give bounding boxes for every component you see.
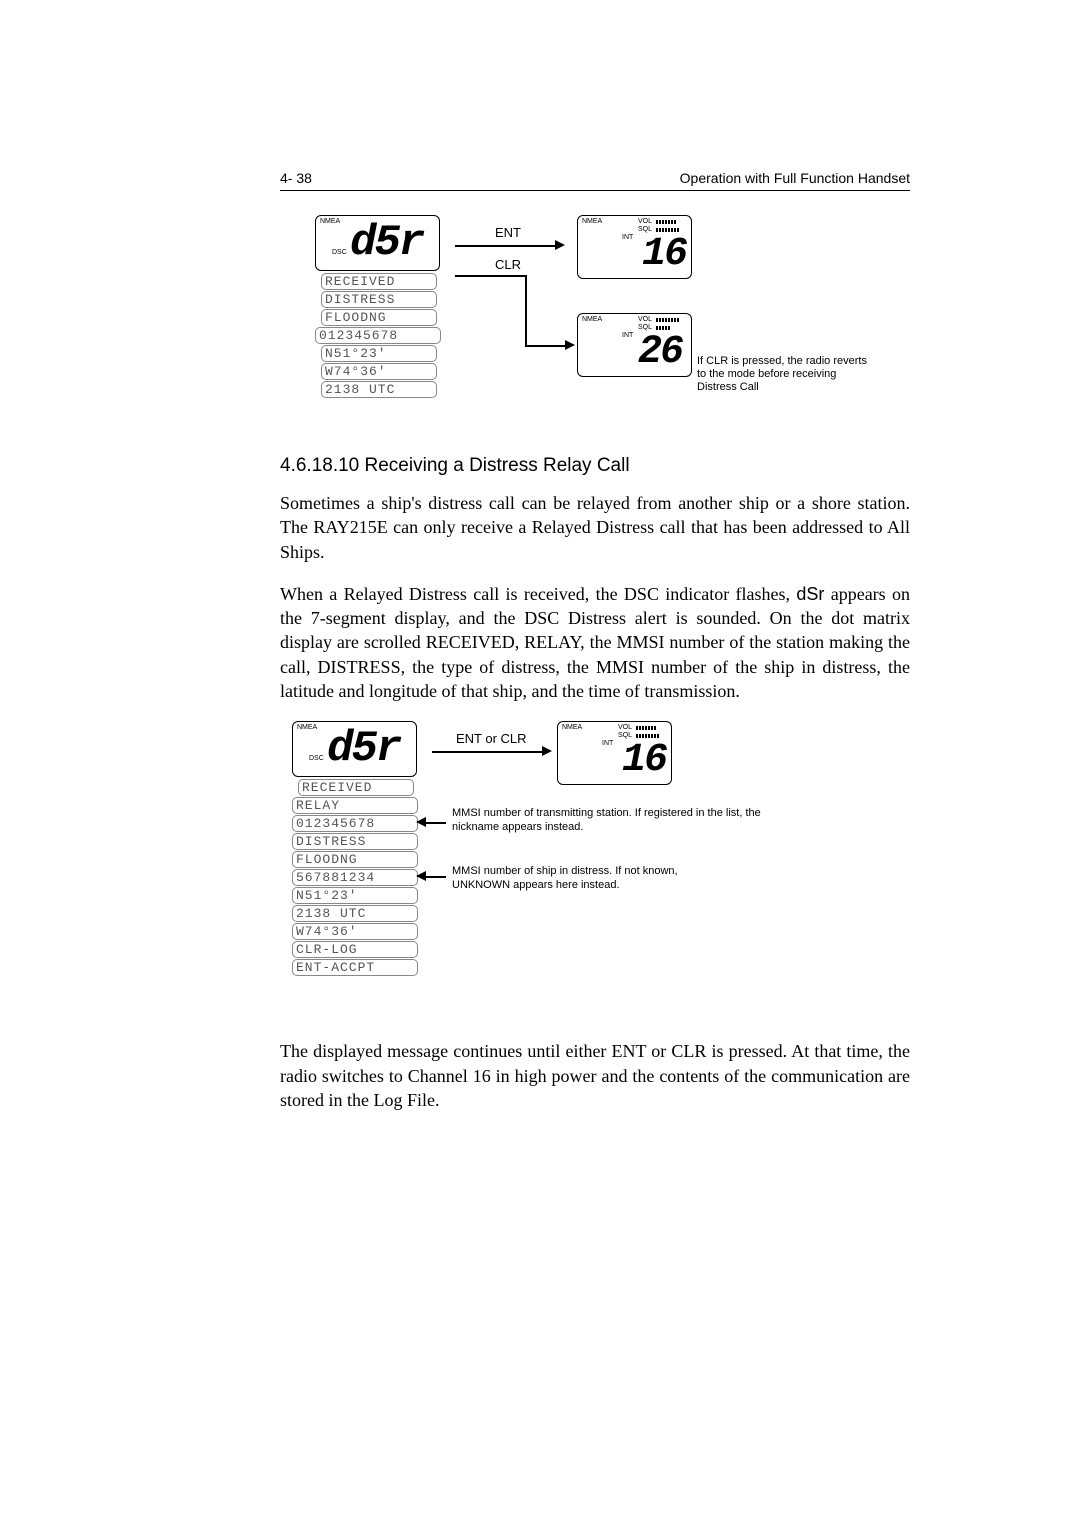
arrow-head-icon — [565, 340, 575, 350]
ent-label: ENT — [495, 225, 521, 240]
lcd-bottom-right: NMEA VOL SQL INT 26 — [577, 313, 692, 377]
vol-label: VOL — [638, 316, 652, 323]
note-mmsi-ship: MMSI number of ship in distress. If not … — [452, 865, 712, 891]
scroll-row: CLR-LOG — [292, 941, 418, 958]
scroll-row: 2138 UTC — [321, 381, 437, 398]
nmea-label: NMEA — [582, 218, 602, 225]
arrow-line — [455, 245, 555, 247]
nmea-label: NMEA — [320, 218, 340, 225]
scroll-row: N51°23' — [321, 345, 437, 362]
closing-paragraph: The displayed message continues until ei… — [280, 1039, 910, 1112]
scroll-row: DISTRESS — [321, 291, 437, 308]
scroll-row: W74°36' — [321, 363, 437, 380]
int-label: INT — [622, 332, 633, 339]
dsc-label: DSC — [309, 755, 324, 762]
seven-seg-d5r: d5r — [350, 218, 423, 268]
dsc-label: DSC — [332, 249, 347, 256]
scroll-row: N51°23' — [292, 887, 418, 904]
arrow-head-icon — [542, 746, 552, 756]
scroll-row: ENT-ACCPT — [292, 959, 418, 976]
vol-bars-icon — [636, 726, 656, 730]
page-number: 4- 38 — [280, 170, 312, 186]
scroll-row-mmsi-ship: 567881234 — [292, 869, 418, 886]
scroll-row: RECEIVED — [298, 779, 414, 796]
int-label: INT — [622, 234, 633, 241]
scroll-row: DISTRESS — [292, 833, 418, 850]
ent-or-clr-label: ENT or CLR — [456, 731, 527, 746]
arrow-head-icon — [416, 871, 426, 881]
seven-seg-16: 16 — [622, 738, 666, 783]
nmea-label: NMEA — [297, 724, 317, 731]
section-heading: 4.6.18.10 Receiving a Distress Relay Cal… — [280, 455, 910, 477]
arrow-head-icon — [555, 240, 565, 250]
arrow-head-icon — [416, 817, 426, 827]
lcd-right: NMEA VOL SQL INT 16 — [557, 721, 672, 785]
vol-label: VOL — [618, 724, 632, 731]
page-header: 4- 38 Operation with Full Function Hands… — [280, 170, 910, 191]
vol-bars-icon — [656, 318, 679, 322]
clr-note: If CLR is pressed, the radio reverts to … — [697, 355, 867, 395]
p2-a: When a Relayed Distress call is received… — [280, 584, 796, 604]
scroll-row: W74°36' — [292, 923, 418, 940]
arrow-line — [426, 876, 446, 878]
lcd-left-top: NMEA DSC d5r — [292, 721, 417, 777]
scroll-row: RECEIVED — [321, 273, 437, 290]
vol-bars-icon — [656, 220, 676, 224]
arrow-line — [455, 275, 525, 277]
nmea-label: NMEA — [562, 724, 582, 731]
header-title: Operation with Full Function Handset — [680, 170, 910, 186]
int-label: INT — [602, 740, 613, 747]
seven-seg-26: 26 — [638, 330, 682, 375]
arrow-line — [432, 751, 542, 753]
scroll-row: FLOODNG — [321, 309, 437, 326]
seven-seg-16: 16 — [642, 232, 686, 277]
paragraph-1: Sometimes a ship's distress call can be … — [280, 491, 910, 564]
vol-label: VOL — [638, 218, 652, 225]
note-mmsi-station: MMSI number of transmitting station. If … — [452, 807, 762, 833]
lcd-top-right: NMEA VOL SQL INT 16 — [577, 215, 692, 279]
seven-seg-d5r: d5r — [327, 724, 400, 774]
diagram-relay-call: NMEA DSC d5r RECEIVED RELAY 012345678 DI… — [292, 721, 852, 1021]
arrow-line — [426, 822, 446, 824]
arrow-line — [525, 275, 527, 345]
lcd-left-top: NMEA DSC d5r — [315, 215, 440, 271]
paragraph-2: When a Relayed Distress call is received… — [280, 582, 910, 703]
scroll-row: FLOODNG — [292, 851, 418, 868]
p2-dsr: dSr — [796, 584, 824, 604]
clr-label: CLR — [495, 257, 521, 272]
arrow-line — [525, 345, 565, 347]
nmea-label: NMEA — [582, 316, 602, 323]
scroll-row: 012345678 — [315, 327, 441, 344]
diagram-distress-call: NMEA DSC d5r RECEIVED DISTRESS FLOODNG 0… — [315, 215, 875, 435]
scroll-row: 2138 UTC — [292, 905, 418, 922]
scroll-row: RELAY — [292, 797, 418, 814]
scroll-row-mmsi-station: 012345678 — [292, 815, 418, 832]
